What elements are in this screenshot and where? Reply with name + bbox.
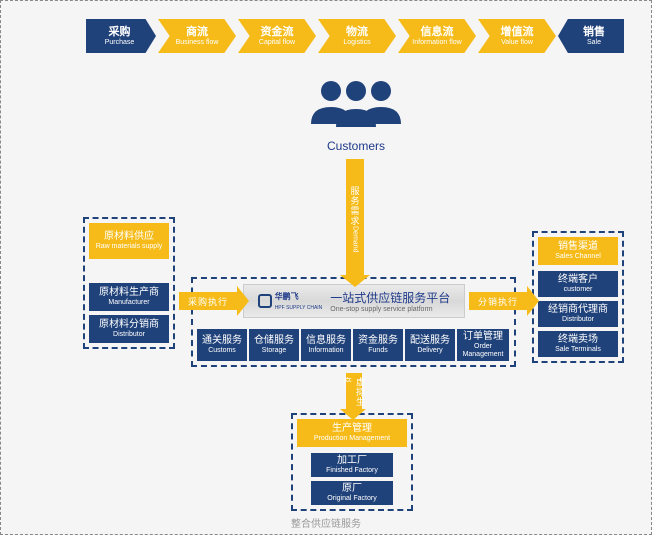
arrow-label-purchase-exec: 采购执行 [179,292,237,310]
service-box-4: 配送服务Delivery [405,329,455,361]
customers-label: Customers [301,139,411,153]
platform-logo-icon: 华鹏飞HPF SUPPLY CHAIN [258,291,323,311]
arrow-label-demand: 服务需求Demand [346,163,364,275]
platform-bar: 华鹏飞HPF SUPPLY CHAIN 一站式供应链服务平台One-stop s… [243,284,465,318]
top-flow-6: 销售Sale [558,19,624,53]
top-flow-3: 物流Logistics [318,19,396,53]
right-box-1: 终端客户customer [538,271,618,297]
top-flow-5: 增值流Value flow [478,19,556,53]
top-flow-4: 信息流Information flow [398,19,476,53]
service-box-2: 信息服务Information [301,329,351,361]
service-box-0: 通关服务Customs [197,329,247,361]
service-box-5: 订单管理Order Management [457,329,509,361]
service-box-3: 资金服务Funds [353,329,403,361]
top-flow-1: 商流Business flow [158,19,236,53]
right-box-0: 销售渠道Sales Channel [538,237,618,265]
left-box-1: 原材料生产商Manufacturer [89,283,169,311]
diagram-canvas: 采购Purchase商流Business flow资金流Capital flow… [0,0,652,535]
top-flow-2: 资金流Capital flow [238,19,316,53]
left-box-0: 原材料供应Raw materials supply [89,223,169,259]
top-flow-0: 采购Purchase [86,19,156,53]
arrow-label-virtual: 虚拟生产 [346,377,362,409]
right-box-3: 终端卖场Sale Terminals [538,331,618,357]
bottom-box-0: 生产管理Production Management [297,419,407,447]
right-box-2: 经销商代理商Distributor [538,301,618,327]
bottom-box-1: 加工厂Finished Factory [311,453,393,477]
service-box-1: 仓储服务Storage [249,329,299,361]
bottom-box-2: 原厂Original Factory [311,481,393,505]
left-box-2: 原材料分销商Distributor [89,315,169,343]
caption: 整合供应链服务 [0,515,652,530]
arrow-label-dist-exec: 分销执行 [469,292,527,310]
customers-icon [301,79,411,139]
